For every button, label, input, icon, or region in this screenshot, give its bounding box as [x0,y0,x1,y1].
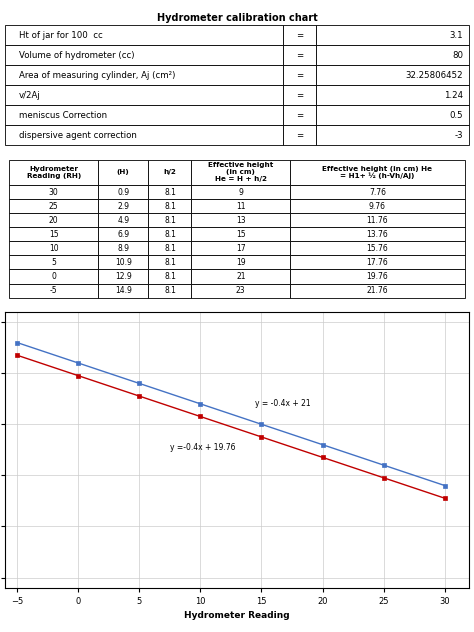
X-axis label: Hydrometer Reading: Hydrometer Reading [184,611,290,621]
Text: Hydrometer calibration chart: Hydrometer calibration chart [156,13,318,23]
Text: y = -0.4x + 21: y = -0.4x + 21 [255,399,311,408]
Text: y =-0.4x + 19.76: y =-0.4x + 19.76 [170,443,235,452]
